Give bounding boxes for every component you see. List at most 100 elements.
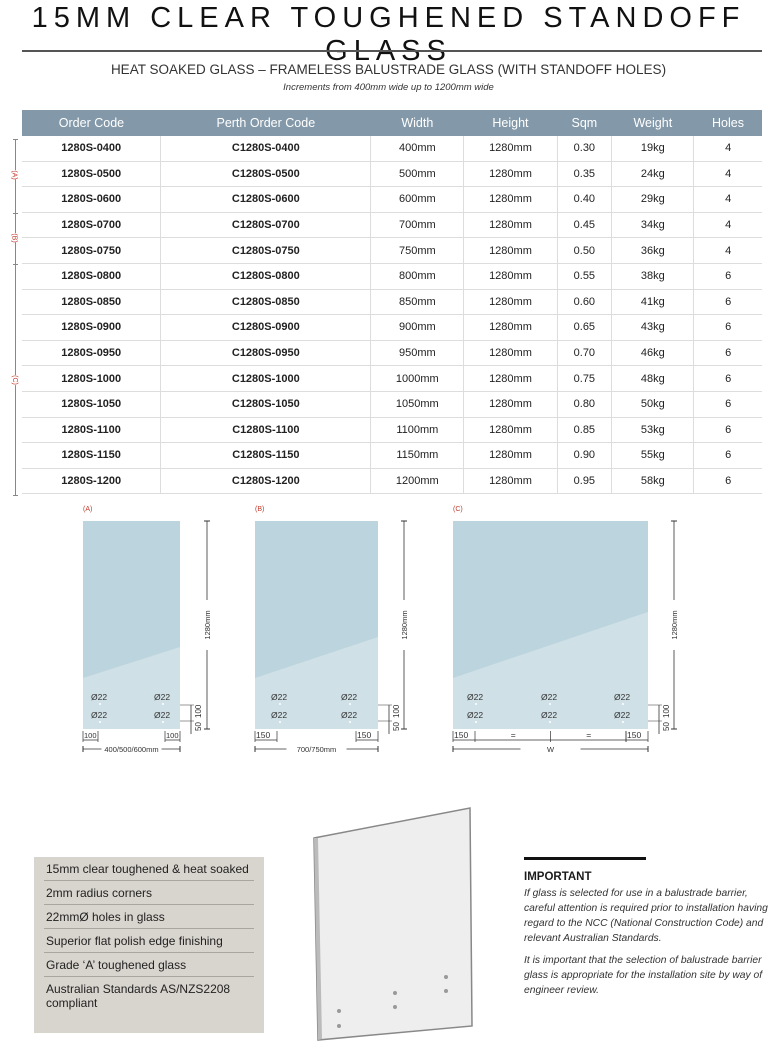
table-row: 1280S-0400 C1280S-0400 400mm 1280mm 0.30 19kg… xyxy=(22,136,762,162)
table-row: 1280S-0950 C1280S-0950 950mm 1280mm 0.70 46kg… xyxy=(22,340,762,367)
table-cell: 1280S-0850 xyxy=(22,289,162,316)
table-cell: 4 xyxy=(693,186,762,213)
table-cell: C1280S-0900 xyxy=(160,314,372,341)
table-cell: 6 xyxy=(693,340,762,367)
table-cell: 4 xyxy=(693,161,762,188)
edge-offset-label: 150 xyxy=(256,730,270,740)
important-divider xyxy=(524,857,646,860)
hole-diameter-label: Ø22 xyxy=(541,710,557,720)
hole-diameter-label: Ø22 xyxy=(341,692,357,702)
width-dimension: 400/500/600mm xyxy=(104,745,158,754)
edge-offset-label: 150 xyxy=(454,730,468,740)
table-cell: 0.75 xyxy=(557,365,613,392)
hole-diameter-label: Ø22 xyxy=(91,710,107,720)
table-cell: 0.70 xyxy=(557,340,613,367)
feature-item: Superior flat polish edge finishing xyxy=(44,929,254,953)
table-cell: C1280S-0500 xyxy=(160,161,372,188)
table-cell: C1280S-0800 xyxy=(160,263,372,290)
table-cell: C1280S-0750 xyxy=(160,237,372,264)
table-cell: 0.95 xyxy=(557,468,613,495)
table-cell: 0.35 xyxy=(557,161,613,188)
hole-diameter-label: Ø22 xyxy=(154,692,170,702)
column-header: Order Code xyxy=(22,110,161,136)
table-cell: 24kg xyxy=(611,161,695,188)
edge-offset-label: 100 xyxy=(84,731,97,740)
table-cell: C1280S-1150 xyxy=(160,442,372,469)
table-row: 1280S-0600 C1280S-0600 600mm 1280mm 0.40 29kg… xyxy=(22,186,762,213)
table-cell: 700mm xyxy=(370,212,465,239)
table-cell: C1280S-0400 xyxy=(160,136,372,162)
table-cell: 6 xyxy=(693,417,762,444)
vertical-offset-100: 100 xyxy=(662,704,671,718)
feature-item: 22mmØ holes in glass xyxy=(44,905,254,929)
table-cell: 850mm xyxy=(370,289,465,316)
equal-spacing-label: = xyxy=(586,730,591,740)
table-cell: 19kg xyxy=(611,136,695,162)
hole-diameter-label: Ø22 xyxy=(91,692,107,702)
table-cell: 43kg xyxy=(611,314,695,341)
table-cell: 1280mm xyxy=(463,289,558,316)
table-row: 1280S-0750 C1280S-0750 750mm 1280mm 0.50 36kg… xyxy=(22,237,762,264)
table-cell: 1280mm xyxy=(463,136,558,162)
table-cell: 1280mm xyxy=(463,442,558,469)
table-cell: 750mm xyxy=(370,237,465,264)
hole-diameter-label: Ø22 xyxy=(271,710,287,720)
hole-diameter-label: Ø22 xyxy=(541,692,557,702)
table-cell: 53kg xyxy=(611,417,695,444)
table-cell: 0.50 xyxy=(557,237,613,264)
table-cell: 1280S-0700 xyxy=(22,212,162,239)
title-divider xyxy=(22,50,762,52)
width-dimension: W xyxy=(547,745,555,754)
table-cell: C1280S-1000 xyxy=(160,365,372,392)
table-cell: C1280S-1200 xyxy=(160,468,372,495)
important-title: IMPORTANT xyxy=(524,871,592,883)
table-cell: 4 xyxy=(693,237,762,264)
table-cell: 1000mm xyxy=(370,365,465,392)
column-header: Weight xyxy=(611,110,694,136)
diagram-label: (A) xyxy=(83,506,92,513)
group-bracket: (A) (B) (C) xyxy=(9,139,18,496)
column-header: Width xyxy=(370,110,464,136)
hole-diameter-label: Ø22 xyxy=(341,710,357,720)
table-cell: 38kg xyxy=(611,263,695,290)
table-cell: 800mm xyxy=(370,263,465,290)
table-cell: 1280S-0500 xyxy=(22,161,162,188)
hole-diameter-label: Ø22 xyxy=(467,710,483,720)
table-cell: C1280S-0850 xyxy=(160,289,372,316)
table-cell: 0.85 xyxy=(557,417,613,444)
table-cell: 1280S-1050 xyxy=(22,391,162,418)
feature-item: Grade ‘A’ toughened glass xyxy=(44,953,254,977)
table-cell: 41kg xyxy=(611,289,695,316)
hole-diameter-label: Ø22 xyxy=(154,710,170,720)
table-row: 1280S-0500 C1280S-0500 500mm 1280mm 0.35 24kg… xyxy=(22,161,762,188)
table-cell: 1280mm xyxy=(463,237,558,264)
table-cell: 29kg xyxy=(611,186,695,213)
glass-panel-image xyxy=(313,807,473,1041)
subtitle: HEAT SOAKED GLASS – FRAMELESS BALUSTRADE… xyxy=(110,62,667,77)
table-cell: 0.40 xyxy=(557,186,613,213)
column-header: Holes xyxy=(693,110,762,136)
table-cell: 6 xyxy=(693,289,762,316)
table-cell: C1280S-1050 xyxy=(160,391,372,418)
width-dimension: 700/750mm xyxy=(297,745,337,754)
table-cell: 4 xyxy=(693,136,762,162)
table-cell: 0.80 xyxy=(557,391,613,418)
feature-item: 2mm radius corners xyxy=(44,881,254,905)
table-header: Order Code Perth Order Code Width Height Sqm… xyxy=(22,110,762,136)
hole-diameter-label: Ø22 xyxy=(271,692,287,702)
table-cell: 0.65 xyxy=(557,314,613,341)
table-row: 1280S-1000 C1280S-1000 1000mm 1280mm 0.75 48k… xyxy=(22,365,762,392)
table-cell: 1280S-0800 xyxy=(22,263,162,290)
table-row: 1280S-0900 C1280S-0900 900mm 1280mm 0.65 43kg… xyxy=(22,314,762,341)
table-cell: 6 xyxy=(693,391,762,418)
table-cell: 1100mm xyxy=(370,417,465,444)
table-cell: 1280mm xyxy=(463,186,558,213)
table-cell: 6 xyxy=(693,263,762,290)
table-cell: 1280S-0900 xyxy=(22,314,162,341)
table-cell: 1280mm xyxy=(463,468,558,495)
table-cell: 50kg xyxy=(611,391,695,418)
increments-note: Increments from 400mm wide up to 1200mm … xyxy=(283,82,494,93)
table-row: 1280S-1100 C1280S-1100 1100mm 1280mm 0.85 53k… xyxy=(22,417,762,444)
table-cell: 48kg xyxy=(611,365,695,392)
